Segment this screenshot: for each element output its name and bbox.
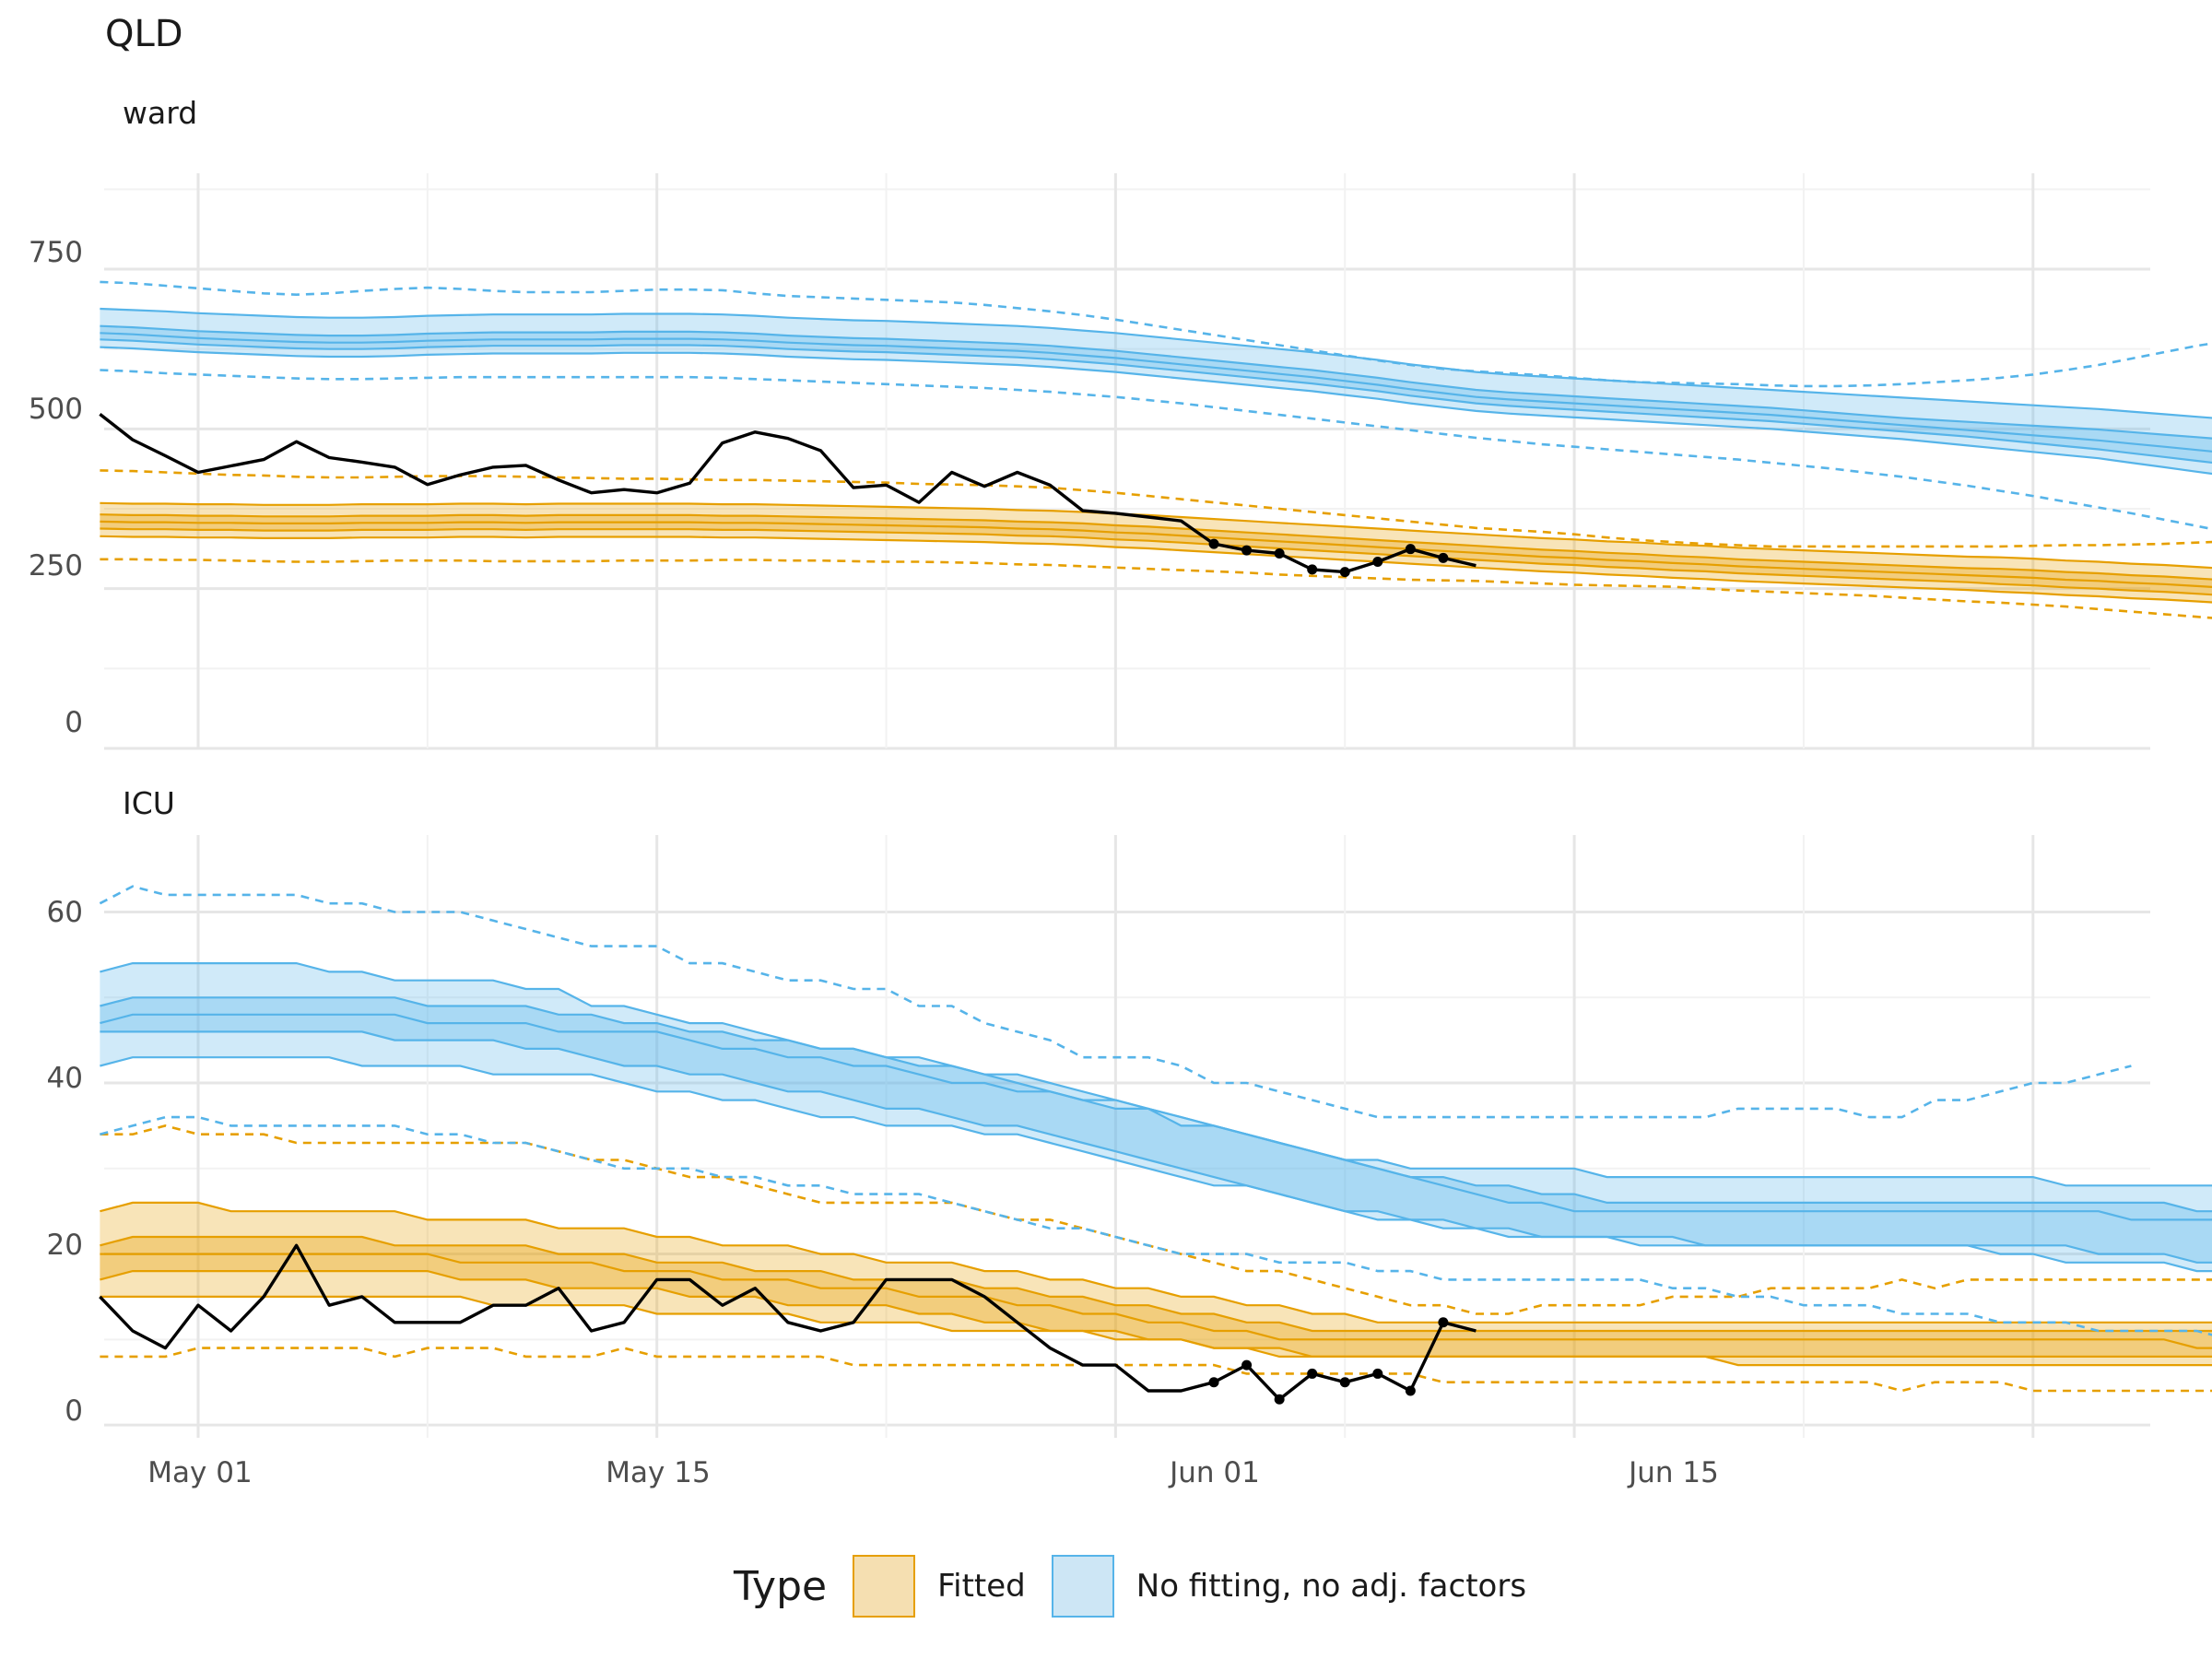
icu-y-tick-20: 20 <box>46 1229 83 1262</box>
icu-nofit-upper-dashed <box>99 885 2132 1119</box>
ward-nofit-line-median <box>100 332 2212 453</box>
icu-fitted-line-p90 <box>100 1201 2212 1324</box>
ward-observed-point <box>1438 552 1449 563</box>
legend-key-fitted <box>853 1555 916 1618</box>
ward-fitted-lower-dashed <box>100 558 2212 619</box>
ward-observed-point <box>1372 557 1383 568</box>
ward-fitted-line-p75 <box>100 513 2212 581</box>
legend-label-fitted: Fitted <box>937 1568 1026 1605</box>
icu-fitted-line-p75 <box>100 1235 2212 1333</box>
panel-label-icu: ICU <box>123 785 175 821</box>
icu-nofit-band-50 <box>100 997 2212 1263</box>
ward-observed-point <box>1241 545 1253 556</box>
icu-observed-point <box>1339 1377 1350 1388</box>
legend: Type Fitted No fitting, no adj. factors <box>734 1551 1552 1621</box>
ward-nofit-line-p90 <box>100 307 2212 419</box>
ward-y-tick-500: 500 <box>28 393 83 426</box>
icu-y-tick-0: 0 <box>65 1394 83 1428</box>
icu-nofit-line-p75 <box>100 996 2212 1213</box>
ward-observed-point <box>1208 538 1219 549</box>
icu-observed-point <box>1438 1317 1449 1328</box>
ward-observed-point <box>1405 544 1416 555</box>
chart-title: QLD <box>105 13 183 55</box>
ward-nofit-line-p75 <box>100 324 2212 440</box>
ward-nofit-line-p25 <box>100 338 2212 465</box>
icu-fitted-line-median <box>100 1253 2212 1349</box>
ward-observed-point <box>1307 564 1318 575</box>
icu-fitted-band-50 <box>100 1237 2212 1357</box>
icu-y-tick-40: 40 <box>46 1062 83 1095</box>
icu-observed-point <box>1307 1368 1318 1379</box>
icu-nofit-band-80 <box>100 963 2212 1272</box>
legend-key-nofit <box>1051 1555 1114 1618</box>
ward-nofit-band-80 <box>100 309 2212 475</box>
icu-nofit-line-p25 <box>100 1030 2212 1264</box>
ward-nofit-upper-dashed <box>100 280 2212 388</box>
icu-nofit-line-p90 <box>100 962 2212 1187</box>
ward-fitted-line-median <box>100 520 2212 588</box>
ward-y-tick-750: 750 <box>28 236 83 269</box>
icu-observed-point <box>1372 1368 1383 1379</box>
x-tick-may-15: May 15 <box>606 1456 711 1489</box>
icu-y-tick-60: 60 <box>46 896 83 929</box>
ward-nofit-band-50 <box>100 325 2212 463</box>
x-tick-jun-15: Jun 15 <box>1629 1456 1719 1489</box>
ward-nofit-line-p10 <box>100 346 2212 476</box>
legend-label-nofit: No fitting, no adj. factors <box>1135 1568 1527 1605</box>
x-tick-jun-01: Jun 01 <box>1170 1456 1260 1489</box>
ward-observed-point <box>1339 567 1350 578</box>
icu-nofit-line-p10 <box>100 1056 2212 1273</box>
ward-y-tick-250: 250 <box>28 549 83 582</box>
icu-observed-point <box>1241 1359 1253 1371</box>
ward-fitted-line-p10 <box>100 535 2212 604</box>
x-tick-may-01: May 01 <box>147 1456 253 1489</box>
icu-nofit-lower-dashed <box>100 1115 2212 1336</box>
icu-fitted-band-80 <box>100 1202 2212 1366</box>
icu-observed-point <box>1274 1394 1285 1405</box>
ward-y-tick-0: 0 <box>65 706 83 739</box>
panel-label-ward: ward <box>123 95 198 131</box>
ward-fitted-line-p90 <box>100 501 2212 570</box>
ward-fitted-line-p25 <box>100 527 2212 596</box>
ward-observed-point <box>1274 548 1285 559</box>
ward-nofit-lower-dashed <box>100 369 2212 531</box>
icu-observed-point <box>1208 1377 1219 1388</box>
icu-observed-point <box>1405 1385 1416 1396</box>
icu-fitted-line-p25 <box>100 1270 2212 1358</box>
icu-fitted-lower-dashed <box>100 1347 2212 1393</box>
legend-title: Type <box>734 1562 828 1610</box>
